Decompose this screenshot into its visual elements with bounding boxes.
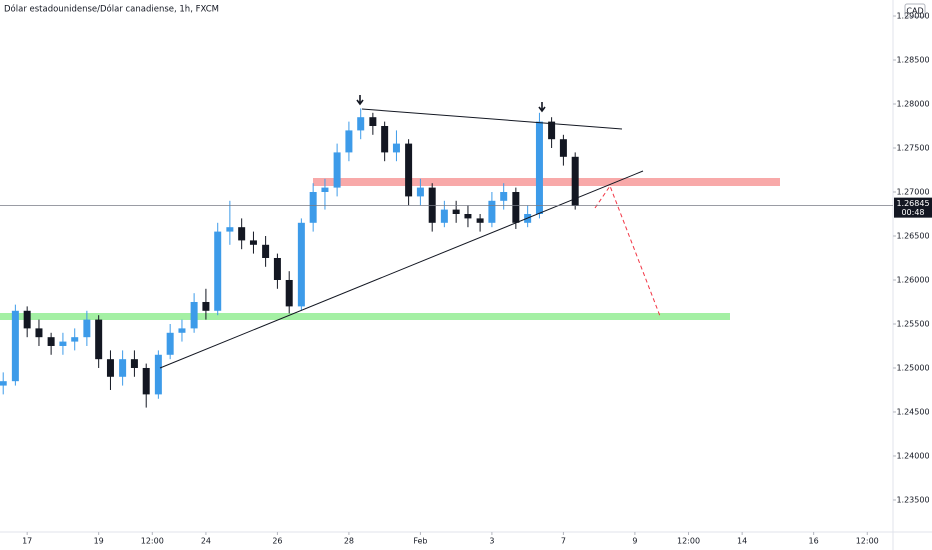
arrow	[356, 95, 364, 106]
candle-body	[262, 244, 270, 258]
x-tick-label: Feb	[413, 537, 427, 546]
x-tick-label: 9	[632, 537, 637, 546]
x-tick-label: 12:00	[141, 537, 164, 546]
candle-body	[214, 231, 222, 311]
candle-body	[71, 337, 79, 342]
x-tick-label: 14	[737, 537, 747, 546]
x-tick-label: 7	[561, 537, 566, 546]
resistance-zone	[313, 178, 780, 186]
x-tick-label: 28	[344, 537, 354, 546]
candle-body	[166, 332, 174, 355]
candle-body	[357, 117, 365, 131]
y-tick-label: 1.29000	[896, 12, 929, 21]
x-tick-label: 3	[489, 537, 494, 546]
candle-body	[488, 200, 496, 223]
candle-body	[548, 121, 556, 140]
candle-body	[23, 310, 31, 329]
candle-body	[178, 328, 186, 333]
candle-body	[559, 139, 567, 157]
y-tick-label: 1.23500	[896, 495, 929, 504]
candle-body	[119, 359, 127, 377]
candle-body	[571, 156, 579, 206]
candle-body	[452, 209, 460, 214]
candle-body	[11, 310, 19, 382]
candle-body	[142, 367, 150, 395]
candle-body	[249, 240, 257, 245]
candle-body	[476, 218, 484, 223]
x-tick-label: 24	[201, 537, 211, 546]
x-tick-label: 16	[809, 537, 819, 546]
y-tick-label: 1.25000	[896, 363, 929, 372]
candle-body	[154, 354, 162, 395]
plot	[0, 108, 579, 408]
candle-body	[309, 191, 317, 223]
currency-box	[904, 3, 926, 18]
candle-body	[285, 279, 293, 307]
chart-title: Dólar estadounidense/Dólar canadiense, 1…	[4, 4, 219, 15]
candle-body	[500, 191, 508, 201]
trend-line	[361, 108, 623, 130]
candle-body	[0, 381, 7, 386]
candle-body	[130, 359, 138, 368]
y-tick-label: 1.26000	[896, 275, 929, 284]
countdown: 00:48	[901, 208, 924, 217]
candle-body	[226, 227, 234, 232]
support-zone	[0, 313, 730, 320]
candle-body	[440, 209, 448, 223]
y-tick-label: 1.28000	[896, 100, 929, 109]
candle-body	[535, 121, 543, 214]
last-price-box	[894, 197, 932, 218]
y-tick-label: 1.27000	[896, 187, 929, 196]
x-tick-label: 26	[272, 537, 282, 546]
y-tick-label: 1.25500	[896, 319, 929, 328]
candle-body	[297, 222, 305, 307]
candle-body	[35, 328, 43, 338]
projection	[594, 184, 661, 317]
candle-body	[95, 319, 103, 360]
candle-body	[59, 341, 67, 346]
candle-body	[202, 301, 210, 311]
candle-body	[428, 187, 436, 223]
x-tick-label: 17	[22, 537, 32, 546]
candle-body	[190, 301, 198, 329]
candle-body	[273, 257, 281, 280]
candle-body	[321, 187, 329, 192]
candle-body	[47, 337, 55, 346]
x-tick-label: 19	[94, 537, 104, 546]
y-tick-label: 1.28500	[896, 56, 929, 65]
x-tick-label: 12:00	[677, 537, 700, 546]
candle-body	[416, 187, 424, 197]
candle-body	[464, 213, 472, 219]
candle-body	[381, 126, 389, 153]
y-tick-label: 1.27500	[896, 144, 929, 153]
drawings	[0, 178, 780, 320]
candle-body	[238, 227, 246, 241]
candle-body	[512, 191, 520, 223]
currency: CAD	[906, 7, 923, 16]
y-tick-label: 1.24500	[896, 407, 929, 416]
y-tick-label: 1.24000	[896, 451, 929, 460]
y-tick-label: 1.26500	[896, 231, 929, 240]
candle-body	[392, 143, 400, 153]
trend-line	[159, 170, 644, 369]
candle-body	[345, 130, 353, 153]
candle-body	[83, 319, 91, 338]
candle-body	[333, 152, 341, 188]
candle-body	[405, 143, 413, 197]
annotations	[159, 95, 661, 369]
candle-body	[106, 359, 114, 377]
arrow	[538, 102, 546, 113]
candle-body	[369, 117, 377, 127]
x-tick-label: 12:00	[856, 537, 879, 546]
last-price: 1.26845	[896, 199, 929, 208]
